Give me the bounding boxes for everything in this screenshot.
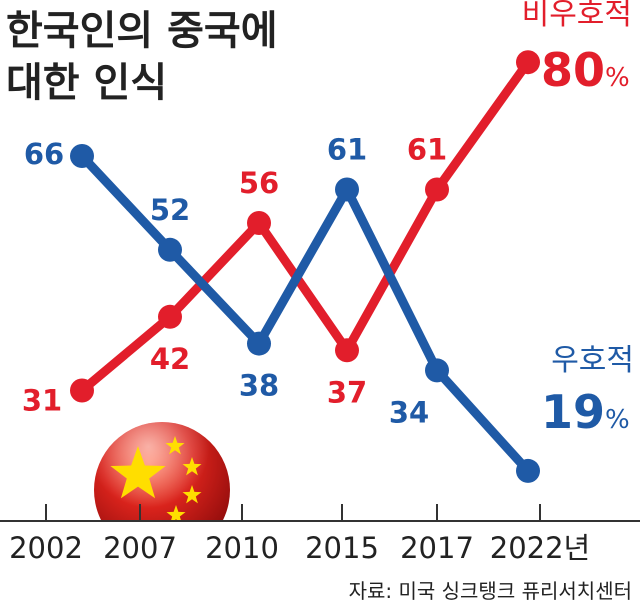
final-unit-favorable: % [605,405,630,435]
data-label-unfavorable: 31 [22,384,62,418]
data-point-unfavorable [516,50,540,75]
data-label-unfavorable: 56 [239,166,279,200]
chart-title-line-2: 대한 인식 [6,60,167,106]
final-value-favorable: 19 [541,385,605,439]
data-point-favorable [70,144,94,168]
data-label-favorable: 52 [150,193,190,227]
series-label-unfavorable: 비우호적 [522,0,632,32]
data-point-favorable [335,177,359,202]
x-tick-label: 2010 [205,531,279,565]
series-line-favorable [78,152,532,474]
data-point-unfavorable [425,177,449,202]
data-label-favorable: 66 [24,137,64,171]
data-label-unfavorable: 42 [150,342,190,376]
series-final-value-unfavorable: 80% [541,43,630,97]
series-line-unfavorable [79,59,532,394]
data-label-unfavorable: 61 [407,133,447,167]
data-point-unfavorable [70,378,94,403]
data-label-favorable: 61 [327,133,367,167]
china-flag-ball-icon [94,422,230,521]
data-label-favorable: 38 [239,369,279,403]
x-tick-label: 2017 [400,531,474,565]
data-point-unfavorable [158,304,182,329]
data-label-favorable: 34 [389,395,429,429]
x-tick-label: 2022년 [490,531,590,565]
x-tick-label: 2002 [9,531,83,565]
x-tick-label: 2015 [305,531,379,565]
chart-title-line-1: 한국인의 중국에 [6,8,278,54]
series-final-value-favorable: 19% [541,385,630,439]
data-point-favorable [425,358,449,383]
data-point-favorable [158,237,182,262]
data-point-favorable [516,458,540,483]
final-unit-unfavorable: % [605,63,630,93]
data-label-unfavorable: 37 [327,375,367,409]
data-point-unfavorable [247,211,271,235]
data-point-favorable [247,331,271,356]
data-point-unfavorable [335,338,359,363]
final-value-unfavorable: 80 [541,43,605,97]
source-note: 자료: 미국 싱크탱크 퓨리서치센터 [349,579,632,603]
x-tick-label: 2007 [103,531,177,565]
series-label-favorable: 우호적 [551,343,634,378]
